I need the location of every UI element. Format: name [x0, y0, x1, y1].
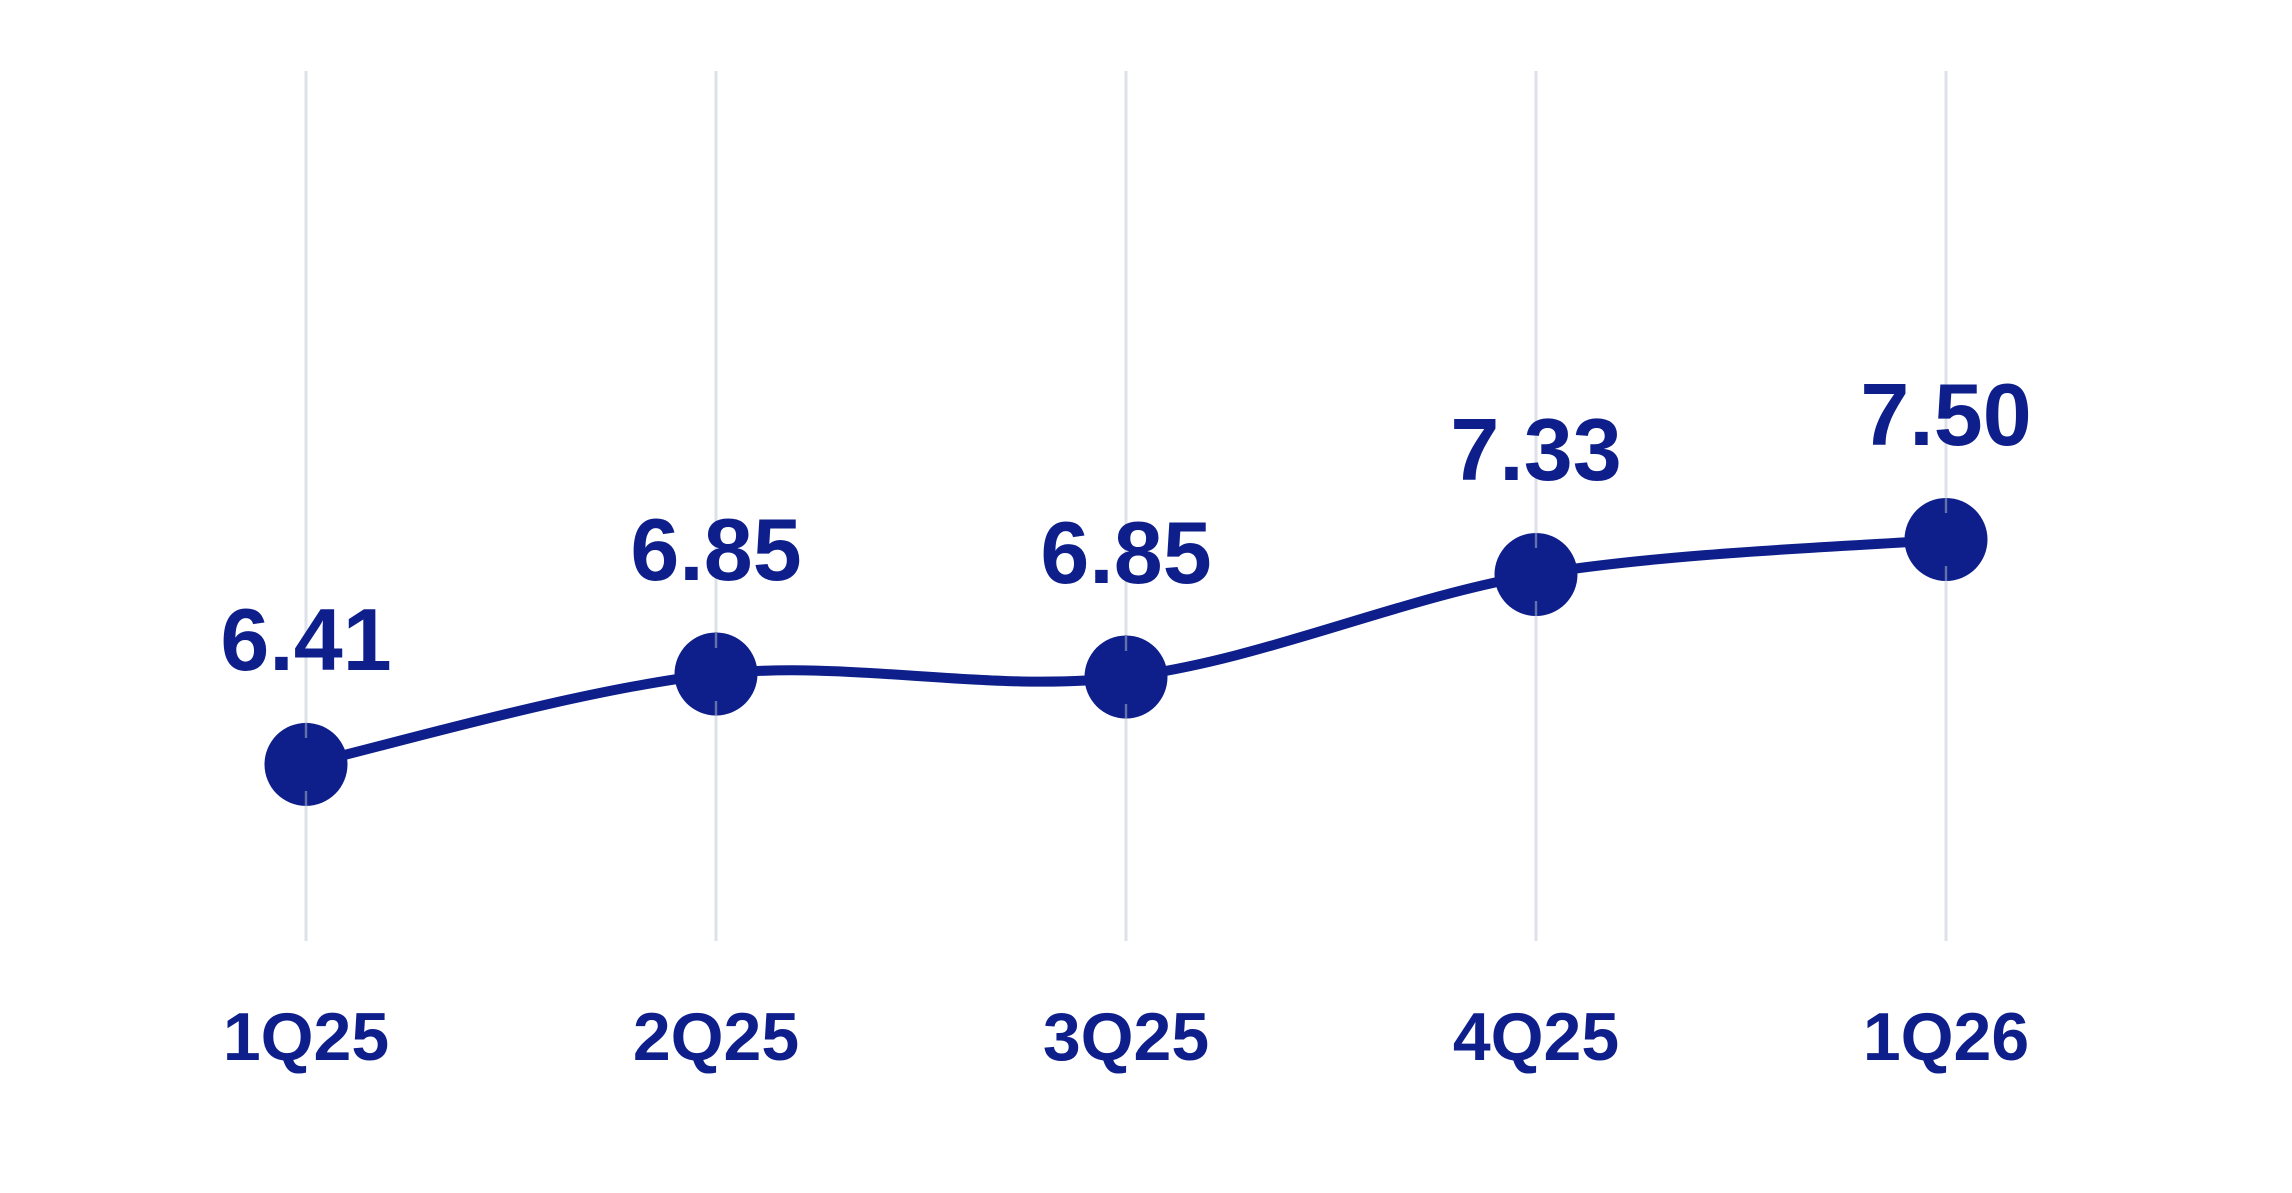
- svg-text:3Q25: 3Q25: [1043, 999, 1209, 1075]
- svg-text:2Q25: 2Q25: [633, 999, 799, 1075]
- svg-text:7.33: 7.33: [1450, 400, 1621, 499]
- svg-text:1Q26: 1Q26: [1863, 999, 2029, 1075]
- svg-text:6.41: 6.41: [220, 590, 391, 689]
- svg-text:6.85: 6.85: [1040, 503, 1211, 602]
- svg-text:1Q25: 1Q25: [223, 999, 389, 1075]
- svg-text:7.50: 7.50: [1860, 365, 2031, 464]
- svg-text:6.85: 6.85: [630, 500, 801, 599]
- svg-text:4Q25: 4Q25: [1453, 999, 1619, 1075]
